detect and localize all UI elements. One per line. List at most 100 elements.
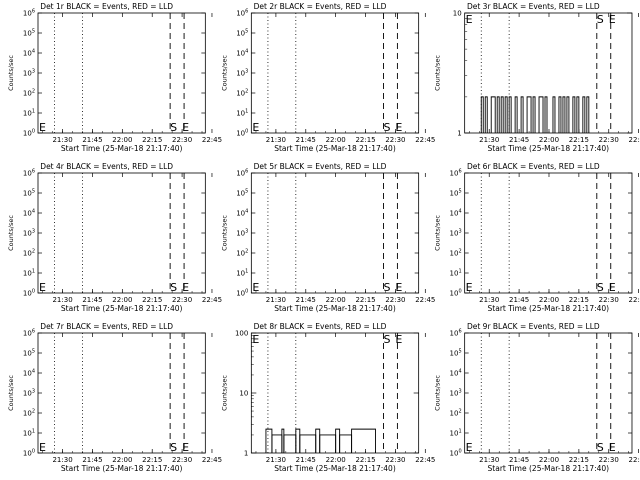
y-tick-label: 101 <box>23 429 35 438</box>
event-count-segment <box>480 96 484 133</box>
plot-frame <box>250 172 420 294</box>
event-count-segment <box>299 434 317 453</box>
y-tick-label: 101 <box>236 109 248 118</box>
x-tick-label: 22:30 <box>599 456 619 464</box>
y-axis-title: Counts/sec <box>434 55 442 91</box>
y-axis-title: Counts/sec <box>220 375 228 411</box>
y-tick-label: 104 <box>450 209 462 218</box>
panel-title: Det 3r BLACK = Events, RED = LLD <box>467 2 600 11</box>
marker-label: S <box>170 121 177 134</box>
marker-label: E <box>182 441 189 454</box>
x-axis-title: Start Time (25-Mar-18 21:17:40) <box>274 464 396 473</box>
y-axis-title: Counts/sec <box>7 375 15 411</box>
event-count-segment <box>265 428 273 453</box>
y-tick-label: 104 <box>236 209 248 218</box>
x-tick-label: 22:30 <box>172 296 192 304</box>
marker-label: S <box>170 281 177 294</box>
marker-label: E <box>466 13 473 26</box>
y-tick-label: 100 <box>450 449 462 458</box>
x-tick-label: 22:30 <box>385 296 405 304</box>
y-tick-label: 100 <box>236 289 248 298</box>
event-count-segment <box>552 96 556 133</box>
y-tick-label: 104 <box>23 209 35 218</box>
y-tick-label: 105 <box>23 29 35 38</box>
panel-title: Det 1r BLACK = Events, RED = LLD <box>40 2 173 11</box>
y-tick-label: 10 <box>453 10 462 18</box>
x-tick-label: 22:00 <box>112 456 132 464</box>
y-axis-title: Counts/sec <box>7 55 15 91</box>
x-tick-label: 22:45 <box>415 296 435 304</box>
y-tick-label: 1 <box>457 130 461 138</box>
y-tick-label: 104 <box>236 49 248 58</box>
x-tick-label: 21:45 <box>82 296 102 304</box>
y-tick-label: 102 <box>23 89 35 98</box>
y-tick-label: 105 <box>23 349 35 358</box>
y-tick-label: 100 <box>23 129 35 138</box>
y-tick-label: 101 <box>23 109 35 118</box>
x-tick-label: 21:45 <box>509 136 529 144</box>
marker-label: E <box>182 281 189 294</box>
plot-frame <box>250 12 420 134</box>
x-tick-label: 22:00 <box>326 296 346 304</box>
event-count-segment <box>544 96 548 133</box>
x-tick-label: 21:30 <box>266 136 286 144</box>
x-tick-label: 22:30 <box>385 136 405 144</box>
marker-label: E <box>395 281 402 294</box>
x-tick-label: 21:45 <box>509 456 529 464</box>
x-tick-label: 21:30 <box>266 296 286 304</box>
y-tick-label: 1 <box>244 450 248 458</box>
panel-title: Det 6r BLACK = Events, RED = LLD <box>467 162 600 171</box>
x-tick-label: 22:45 <box>629 296 640 304</box>
event-count-segment <box>566 96 570 133</box>
x-tick-label: 22:45 <box>629 136 640 144</box>
event-count-segment <box>576 96 580 133</box>
x-tick-label: 22:15 <box>142 456 162 464</box>
x-axis-title: Start Time (25-Mar-18 21:17:40) <box>61 144 183 153</box>
event-count-segment <box>496 96 500 133</box>
y-tick-label: 105 <box>450 349 462 358</box>
event-count-segment <box>514 96 518 133</box>
x-tick-label: 22:30 <box>599 136 619 144</box>
panel-title: Det 5r BLACK = Events, RED = LLD <box>254 162 387 171</box>
panel-title: Det 2r BLACK = Events, RED = LLD <box>254 2 387 11</box>
x-tick-label: 21:30 <box>266 456 286 464</box>
y-tick-label: 102 <box>450 409 462 418</box>
event-count-segment <box>532 96 536 133</box>
y-tick-label: 106 <box>23 9 35 18</box>
x-axis-title: Start Time (25-Mar-18 21:17:40) <box>488 304 610 313</box>
event-count-segment <box>295 428 301 453</box>
x-tick-label: 22:15 <box>355 456 375 464</box>
x-tick-label: 21:45 <box>296 456 316 464</box>
event-count-segment <box>500 96 504 133</box>
y-tick-label: 102 <box>236 89 248 98</box>
x-tick-label: 22:30 <box>172 456 192 464</box>
plot-frame <box>464 332 633 454</box>
y-tick-label: 100 <box>23 449 35 458</box>
marker-label: S <box>597 441 604 454</box>
marker-label: E <box>609 281 616 294</box>
y-tick-label: 105 <box>450 189 462 198</box>
x-tick-label: 22:30 <box>599 296 619 304</box>
x-tick-label: 21:30 <box>479 296 499 304</box>
x-tick-label: 22:15 <box>355 296 375 304</box>
x-tick-label: 21:30 <box>479 456 499 464</box>
y-axis-title: Counts/sec <box>220 55 228 91</box>
event-count-segment <box>504 96 508 133</box>
event-count-segment <box>582 96 586 133</box>
x-tick-label: 21:30 <box>52 296 72 304</box>
x-tick-label: 22:45 <box>202 456 222 464</box>
marker-label: E <box>466 281 473 294</box>
event-count-segment <box>319 434 337 453</box>
x-tick-label: 21:45 <box>82 136 102 144</box>
marker-label: S <box>170 441 177 454</box>
x-tick-label: 22:15 <box>569 456 589 464</box>
event-count-segment <box>538 96 544 133</box>
marker-label: S <box>597 281 604 294</box>
x-tick-label: 22:00 <box>326 456 346 464</box>
